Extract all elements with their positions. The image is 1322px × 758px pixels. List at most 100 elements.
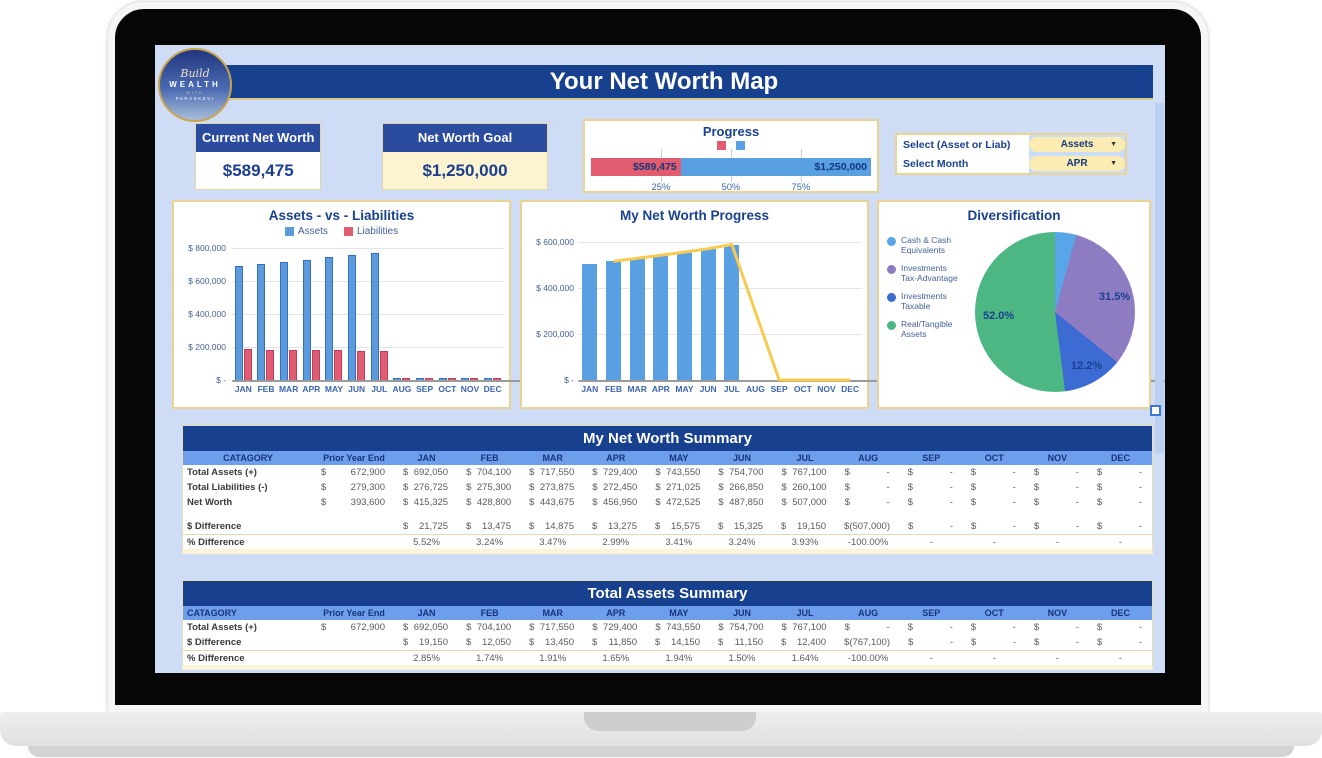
row-label: Total Liabilities (-): [187, 482, 268, 493]
column-header: MAR: [542, 453, 563, 463]
gridline: [232, 347, 504, 348]
table-cell: $415,325: [395, 495, 458, 510]
cell-value: 672,900: [350, 622, 385, 633]
bar-liabilities-aug: [402, 378, 411, 380]
bar-networth-jun: [700, 248, 716, 380]
progress-title: Progress: [702, 124, 760, 139]
total-assets-summary-table: Total Assets Summary CATAGORY Prior Year E…: [182, 580, 1153, 670]
currency-sign: $: [970, 521, 977, 532]
progress-stacked-bar: $589,475 $1,250,000: [591, 158, 871, 176]
cell-value: 3.24%: [476, 537, 504, 548]
table-row: % Difference 5.52% 3.24% 3.47% 2.99% 3.41% 3.2…: [183, 534, 1152, 549]
table-cell: $ -: [1026, 519, 1089, 534]
bar-group: [368, 248, 391, 380]
currency-sign: $: [321, 497, 327, 508]
table-cell: $ -: [900, 480, 963, 495]
pie-data-label: 12.2%: [1071, 360, 1103, 372]
table-cell: 2.85%: [395, 651, 458, 666]
cell-value: -: [929, 653, 933, 664]
currency-sign: $: [529, 637, 535, 648]
currency-sign: $: [529, 497, 535, 508]
table-title: Total Assets Summary: [183, 581, 1152, 606]
current-net-worth-value: $589,475: [196, 152, 321, 189]
x-axis-label: JUL: [371, 384, 388, 394]
cell-value: 1.91%: [539, 653, 567, 664]
x-axis-label: NOV: [460, 384, 480, 394]
selection-handle[interactable]: [1150, 405, 1161, 416]
cell-value: 704,100: [476, 467, 512, 478]
x-axis-label: JUN: [699, 384, 717, 394]
bar-group: [323, 248, 346, 380]
table-cell: 3.47%: [521, 535, 584, 550]
table-cell: $ -: [900, 465, 963, 480]
cell-value: 1.94%: [665, 653, 693, 664]
table-cell: [313, 519, 395, 534]
currency-sign: $: [1096, 497, 1103, 508]
currency-sign: $: [655, 467, 661, 478]
legend-item: Liabilities: [343, 226, 398, 237]
column-header: JUL: [796, 608, 814, 618]
cell-value: -: [949, 622, 953, 633]
cell-value: 2.85%: [413, 653, 440, 664]
cell-value: 743,550: [666, 622, 701, 633]
bar-group: [345, 248, 368, 380]
cell-value: 415,325: [413, 497, 449, 508]
legend-current-swatch: [717, 141, 726, 150]
cell-value: -: [1012, 497, 1016, 508]
progress-goal-segment: $1,250,000: [680, 158, 871, 176]
cell-value: 743,550: [666, 467, 701, 478]
table-cell: 3.24%: [710, 535, 773, 550]
x-axis-label: APR: [302, 384, 321, 394]
bar-assets-dec: [484, 378, 493, 380]
table-cell: $754,700: [710, 620, 773, 635]
table-cell: $ -: [837, 620, 900, 635]
cell-value: -: [886, 482, 890, 493]
cell-value: 1.50%: [728, 653, 756, 664]
column-header: JUL: [796, 453, 814, 463]
column-header: FEB: [480, 453, 499, 463]
currency-sign: $: [529, 521, 535, 532]
cell-value: 754,700: [729, 622, 764, 633]
month-select[interactable]: APR ▼: [1029, 156, 1125, 171]
gridline: [578, 288, 862, 289]
x-axis-label: JAN: [234, 384, 252, 394]
table-cell: -: [1089, 535, 1152, 550]
cell-value: 1.64%: [791, 653, 819, 664]
table-cell: $ -: [837, 480, 900, 495]
currency-sign: $: [1096, 482, 1103, 493]
cell-value: 704,100: [476, 622, 512, 633]
currency-sign: $: [844, 497, 850, 508]
table-cell: $273,875: [521, 480, 584, 495]
progress-legend: [585, 141, 877, 150]
table-cell: $ -: [837, 495, 900, 510]
table-cell: $428,800: [458, 495, 521, 510]
column-header: DEC: [1110, 453, 1130, 463]
pie-graphic: [975, 232, 1135, 392]
cell-value: -: [886, 622, 890, 633]
net-worth-goal-label: Net Worth Goal: [383, 124, 547, 152]
currency-sign: $: [1033, 622, 1040, 633]
chart-plot-area: [232, 248, 1165, 382]
currency-sign: $: [907, 482, 913, 493]
bar-liabilities-apr: [311, 349, 320, 380]
cell-value: -: [1138, 482, 1142, 493]
table-cell: 1.94%: [647, 651, 710, 666]
scrollbar-track[interactable]: [1155, 103, 1164, 453]
table-cell: $743,550: [647, 465, 710, 480]
assets-vs-liabilities-chart: Assets - vs - Liabilities Assets Liabiliti…: [172, 200, 1165, 409]
table-cell: $767,100: [773, 620, 836, 635]
asset-liab-select[interactable]: Assets ▼: [1029, 137, 1125, 152]
table-cell: $754,700: [710, 465, 773, 480]
cell-value: 275,300: [476, 482, 512, 493]
table-cell: -: [963, 651, 1026, 666]
selector-cell: Assets ▼: [1029, 135, 1125, 154]
currency-sign: $: [718, 467, 724, 478]
cell-value: -: [1012, 637, 1016, 648]
chevron-down-icon: ▼: [1110, 160, 1117, 167]
legend-label: Real/Tangible Assets: [901, 319, 953, 339]
currency-sign: $: [781, 637, 787, 648]
cell-value: -: [992, 537, 996, 548]
table-cell: $743,550: [647, 620, 710, 635]
currency-sign: $: [592, 622, 598, 633]
